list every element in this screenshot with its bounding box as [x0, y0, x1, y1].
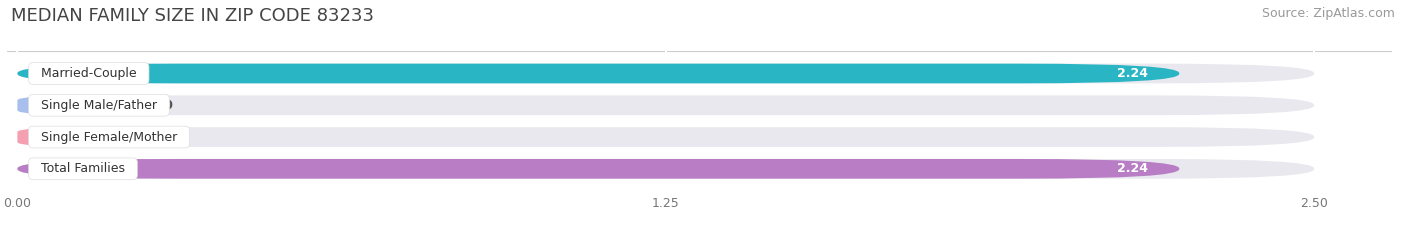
FancyBboxPatch shape: [17, 64, 1180, 83]
FancyBboxPatch shape: [17, 159, 1315, 179]
Text: Married-Couple: Married-Couple: [32, 67, 145, 80]
FancyBboxPatch shape: [17, 127, 111, 147]
Text: 0.00: 0.00: [142, 99, 173, 112]
Text: Total Families: Total Families: [32, 162, 134, 175]
Text: Source: ZipAtlas.com: Source: ZipAtlas.com: [1261, 7, 1395, 20]
FancyBboxPatch shape: [17, 127, 1315, 147]
Text: MEDIAN FAMILY SIZE IN ZIP CODE 83233: MEDIAN FAMILY SIZE IN ZIP CODE 83233: [11, 7, 374, 25]
FancyBboxPatch shape: [17, 96, 111, 115]
Text: Single Female/Mother: Single Female/Mother: [32, 130, 186, 144]
Text: 2.24: 2.24: [1118, 162, 1149, 175]
Text: Single Male/Father: Single Male/Father: [32, 99, 165, 112]
FancyBboxPatch shape: [17, 159, 1180, 179]
Text: 0.00: 0.00: [142, 130, 173, 144]
Text: 2.24: 2.24: [1118, 67, 1149, 80]
FancyBboxPatch shape: [17, 64, 1315, 83]
FancyBboxPatch shape: [17, 96, 1315, 115]
